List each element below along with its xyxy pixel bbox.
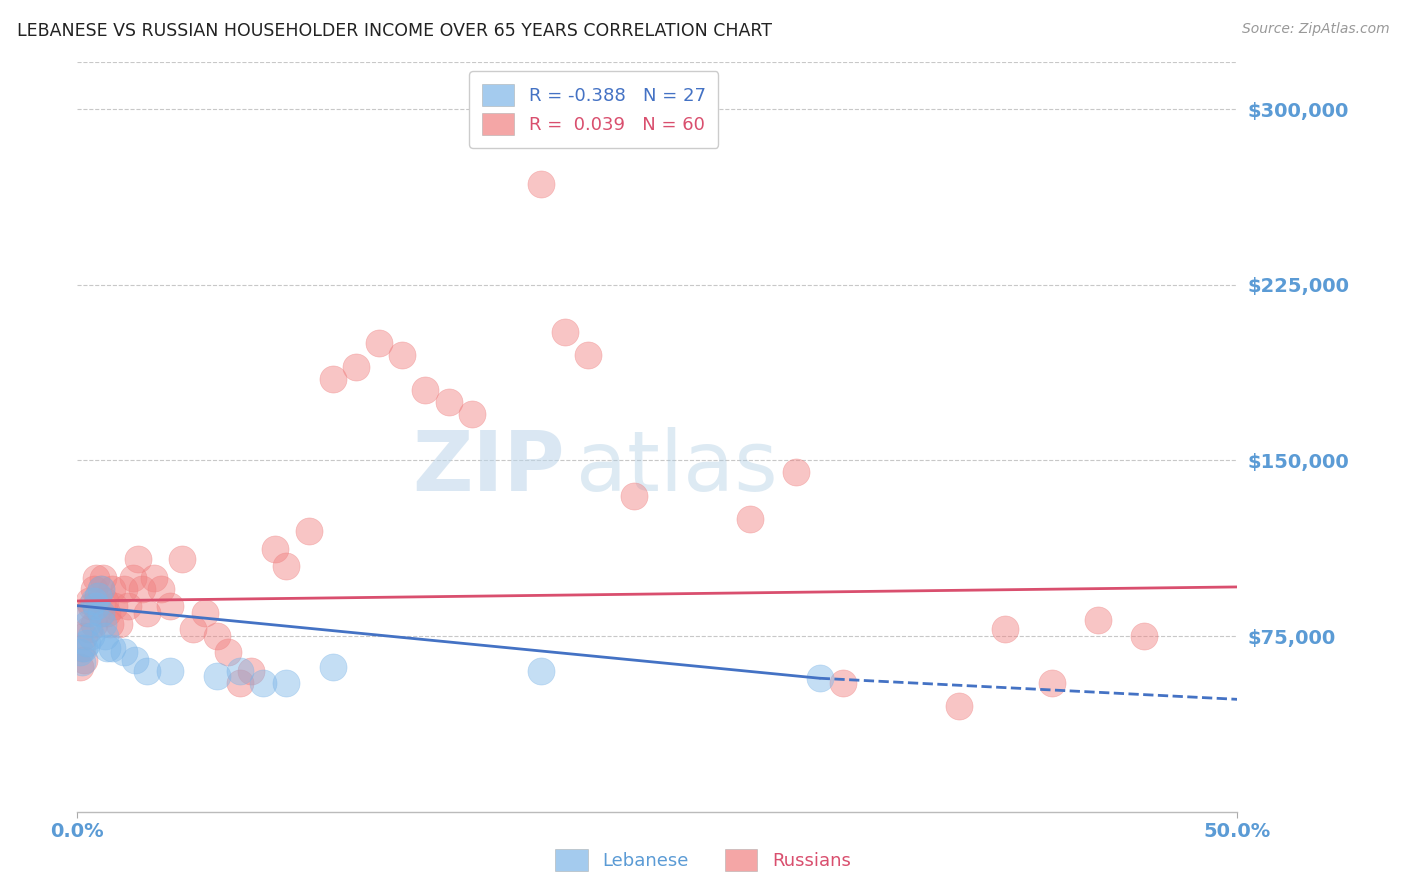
Point (623, 489, 645, 503)
Point (87, 590, 110, 604)
Point (76, 636, 98, 650)
Point (135, 664, 157, 679)
Point (90, 582, 111, 597)
Point (948, 699, 970, 714)
Point (84, 599, 107, 613)
Point (91, 617, 114, 632)
Point (84, 599, 107, 613)
Point (205, 629, 228, 643)
Point (530, 664, 553, 679)
Point (274, 558, 298, 573)
Point (1133, 629, 1156, 643)
Point (240, 664, 263, 679)
Point (98, 617, 121, 632)
Point (740, 512, 762, 526)
Point (76, 617, 98, 632)
Point (127, 551, 149, 566)
Point (344, 359, 367, 374)
Point (83, 617, 105, 632)
Point (124, 652, 146, 666)
Point (391, 348, 413, 362)
Point (461, 407, 484, 421)
Point (69, 659, 91, 673)
Point (368, 336, 391, 351)
Text: LEBANESE VS RUSSIAN HOUSEHOLDER INCOME OVER 65 YEARS CORRELATION CHART: LEBANESE VS RUSSIAN HOUSEHOLDER INCOME O… (17, 22, 772, 40)
Point (73, 652, 96, 666)
Point (112, 646, 135, 660)
Point (94, 594, 117, 608)
Point (1040, 676, 1063, 690)
Point (73, 629, 96, 643)
Point (228, 664, 252, 679)
Point (101, 640, 124, 655)
Text: ZIP: ZIP (412, 426, 565, 508)
Point (83, 594, 105, 608)
Point (70, 655, 93, 669)
Point (159, 664, 181, 679)
Point (321, 371, 344, 385)
Point (77, 622, 100, 636)
Point (80, 629, 103, 643)
Point (77, 606, 100, 620)
Point (252, 676, 274, 690)
Point (263, 542, 285, 557)
Legend: Lebanese, Russians: Lebanese, Russians (548, 842, 858, 879)
Point (149, 582, 172, 597)
Point (122, 571, 145, 585)
Point (135, 606, 157, 620)
Point (298, 524, 321, 538)
Point (91, 571, 114, 585)
Point (170, 551, 193, 566)
Point (112, 582, 135, 597)
Point (1087, 613, 1109, 627)
Point (83, 582, 105, 597)
Point (70, 640, 93, 655)
Point (73, 640, 96, 655)
Point (76, 606, 98, 620)
Point (159, 599, 181, 613)
Point (228, 676, 252, 690)
Point (131, 582, 153, 597)
Point (90, 606, 111, 620)
Point (96, 640, 118, 655)
Point (108, 617, 131, 632)
Point (808, 671, 831, 685)
Point (94, 629, 117, 643)
Point (90, 582, 111, 597)
Text: atlas: atlas (576, 426, 778, 508)
Point (96, 606, 118, 620)
Point (413, 384, 436, 398)
Point (142, 571, 165, 585)
Legend: R = -0.388   N = 27, R =  0.039   N = 60: R = -0.388 N = 27, R = 0.039 N = 60 (470, 71, 718, 148)
Point (785, 465, 807, 479)
Point (554, 325, 576, 339)
Point (994, 622, 1017, 636)
Point (183, 622, 205, 636)
Point (437, 395, 460, 409)
Point (103, 599, 125, 613)
Point (194, 606, 217, 620)
Point (77, 594, 100, 608)
Point (87, 590, 110, 604)
Point (205, 669, 228, 683)
Point (832, 676, 855, 690)
Point (117, 599, 139, 613)
Point (101, 582, 124, 597)
Text: Source: ZipAtlas.com: Source: ZipAtlas.com (1241, 22, 1389, 37)
Point (217, 646, 239, 660)
Point (274, 676, 298, 690)
Point (576, 348, 599, 362)
Point (90, 606, 111, 620)
Point (321, 659, 344, 673)
Point (69, 646, 91, 660)
Point (80, 599, 103, 613)
Point (84, 571, 107, 585)
Point (530, 177, 553, 192)
